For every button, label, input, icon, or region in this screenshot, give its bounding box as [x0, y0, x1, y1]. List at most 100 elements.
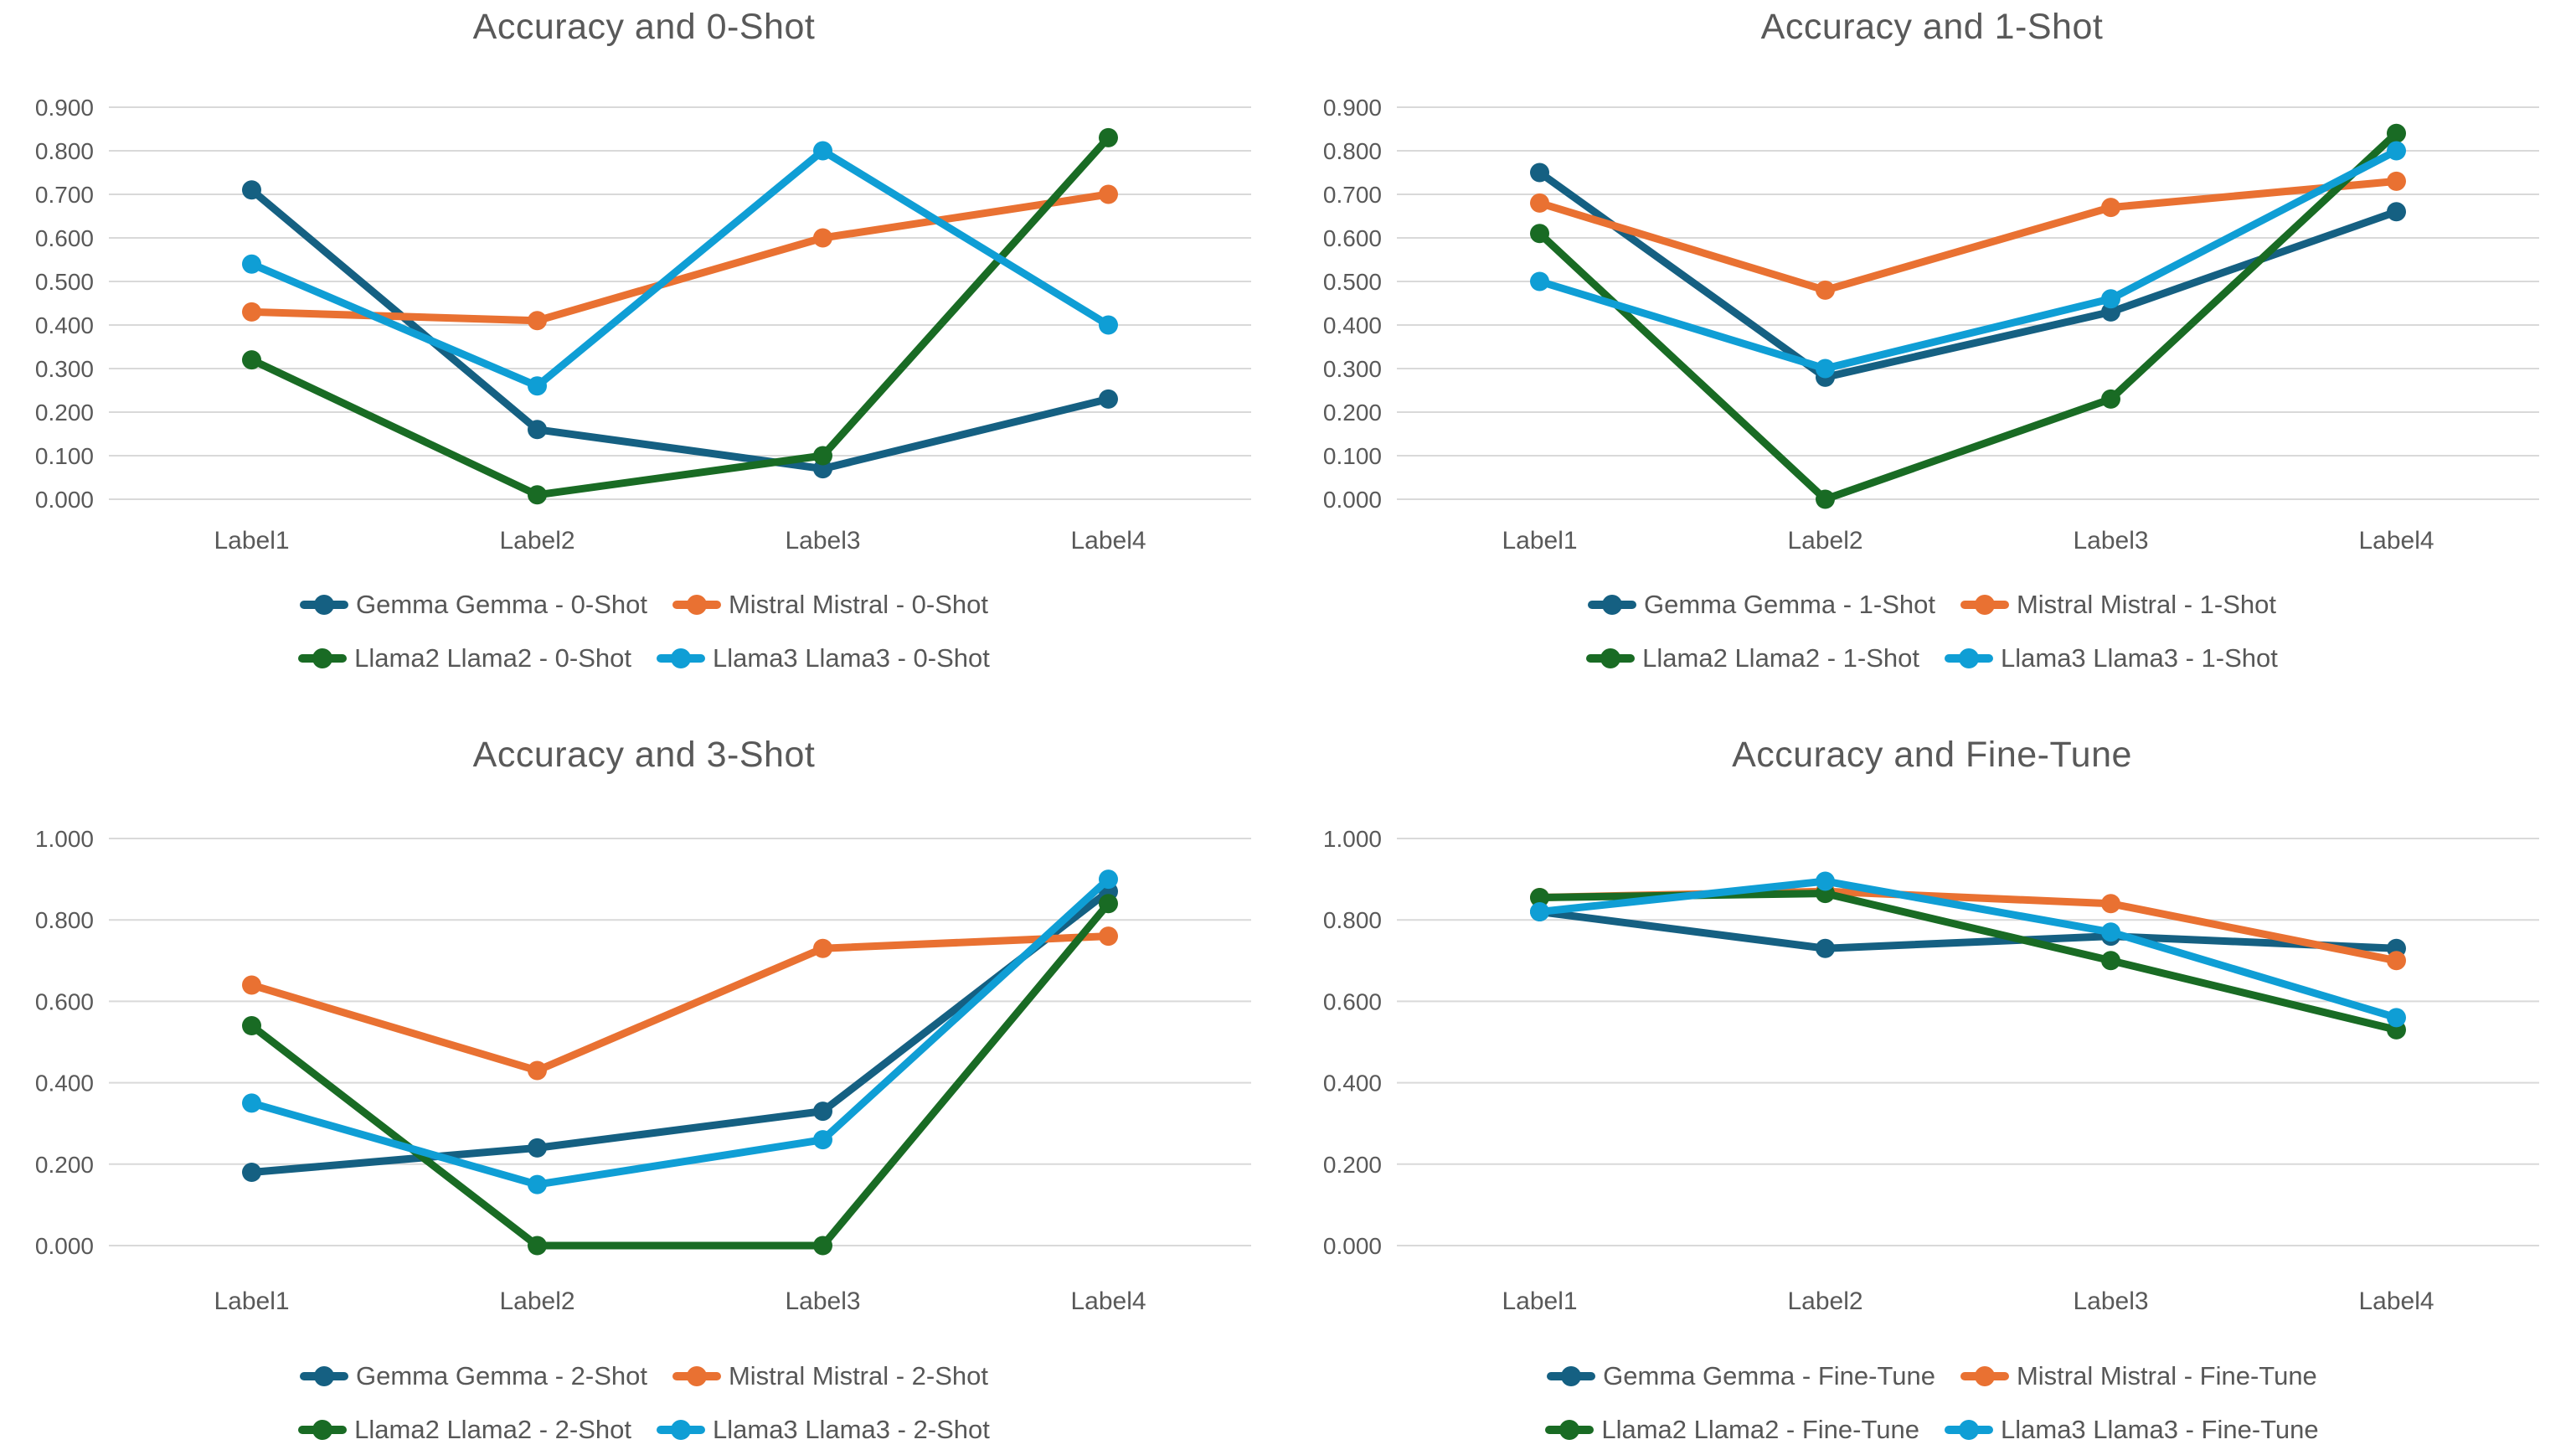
- line-chart-fine-tune: 1.000 0.800 0.600 0.400 0.200 0.000 Label1 Labe…: [1323, 826, 2539, 1315]
- legend-dot-icon: [312, 1420, 333, 1440]
- legend-label: Llama3 Llama3 - Fine-Tune: [2001, 1415, 2319, 1444]
- chart-panel-0-shot: Accuracy and 0-Shot 0.900 0.800 0.700 0.600…: [0, 0, 1288, 728]
- series-line-1: [1536, 907, 2400, 952]
- legend-dot-icon: [313, 595, 334, 615]
- data-point-marker: [1099, 184, 1118, 204]
- data-point-marker: [528, 1174, 547, 1194]
- y-axis-tick-label: 0.200: [1323, 1152, 1382, 1178]
- series-line-2: [248, 190, 1112, 325]
- legend-label: Llama2 Llama2 - 2-Shot: [354, 1415, 631, 1444]
- chart-title-1-shot: Accuracy and 1-Shot: [1760, 7, 2104, 47]
- data-point-marker: [2387, 202, 2406, 222]
- data-point-marker: [1099, 926, 1118, 947]
- legend-label: Mistral Mistral - Fine-Tune: [2016, 1361, 2317, 1391]
- data-point-marker: [1530, 193, 1549, 213]
- legend-line-marker-icon: [1547, 1364, 1596, 1389]
- legend-item: Llama3 Llama3 - 1-Shot: [1945, 643, 2278, 673]
- legend-dot-icon: [686, 1366, 707, 1386]
- x-axis-label: Label1: [214, 527, 289, 555]
- series-line-3: [248, 900, 1112, 1250]
- y-axis-tick-label: 0.200: [35, 400, 94, 426]
- legend-item: Llama2 Llama2 - Fine-Tune: [1545, 1415, 1919, 1445]
- legend-line-marker-icon: [1960, 592, 2009, 617]
- data-point-marker: [528, 311, 547, 331]
- legend-line-marker-icon: [299, 1364, 348, 1389]
- data-point-marker: [528, 1060, 547, 1081]
- legend-label: Llama2 Llama2 - Fine-Tune: [1601, 1415, 1919, 1444]
- y-axis-tick-label: 0.400: [1323, 1071, 1382, 1096]
- legend-item: Mistral Mistral - 0-Shot: [672, 590, 988, 620]
- series-line-1: [1536, 168, 2400, 381]
- data-point-marker: [2387, 141, 2406, 161]
- series-line-4: [248, 875, 1112, 1189]
- legend-dot-icon: [313, 1366, 334, 1386]
- legend-item: Llama3 Llama3 - Fine-Tune: [1945, 1415, 2319, 1445]
- legend-label: Llama3 Llama3 - 1-Shot: [2001, 643, 2278, 673]
- y-axis-tick-label: 1.000: [1323, 826, 1382, 852]
- chart-legend-3-shot: Gemma Gemma - 2-Shot Mistral Mistral - 2-…: [0, 1361, 1288, 1445]
- data-point-marker: [2101, 951, 2120, 971]
- y-axis-tick-label: 0.000: [35, 487, 94, 513]
- data-point-marker: [1816, 938, 1835, 958]
- data-point-marker: [242, 1163, 261, 1183]
- data-point-marker: [2101, 198, 2120, 218]
- line-chart-3-shot: 1.000 0.800 0.600 0.400 0.200 0.000 Label1 Labe…: [35, 826, 1251, 1315]
- y-axis-tick-label: 0.600: [1323, 225, 1382, 251]
- data-point-marker: [242, 1016, 261, 1036]
- y-axis-tick-label: 0.000: [35, 1233, 94, 1259]
- line-chart-0-shot: 0.900 0.800 0.700 0.600 0.500 0.400 0.300 0.200…: [35, 95, 1251, 555]
- legend-row: Llama2 Llama2 - 2-Shot Llama3 Llama3 - 2-…: [298, 1415, 990, 1445]
- y-axis-tick-label: 0.100: [1323, 443, 1382, 469]
- data-point-marker: [813, 1102, 832, 1122]
- legend-dot-icon: [1559, 1420, 1580, 1440]
- data-point-marker: [813, 1130, 832, 1150]
- legend-line-marker-icon: [672, 1364, 721, 1389]
- data-point-marker: [813, 1236, 832, 1256]
- legend-line-marker-icon: [657, 1417, 705, 1442]
- legend-item: Llama2 Llama2 - 0-Shot: [298, 643, 631, 673]
- legend-item: Mistral Mistral - Fine-Tune: [1960, 1361, 2317, 1391]
- y-axis-tick-label: 0.200: [1323, 400, 1382, 426]
- y-axis-tick-label: 0.300: [35, 356, 94, 382]
- legend-line-marker-icon: [657, 646, 705, 671]
- x-axis-label: Label1: [1502, 1287, 1577, 1315]
- data-point-marker: [242, 975, 261, 995]
- y-axis-tick-label: 0.700: [35, 182, 94, 208]
- y-axis-tick-label: 0.400: [35, 312, 94, 338]
- x-axis-label: Label1: [214, 1287, 289, 1315]
- series-line-3: [1536, 129, 2400, 503]
- y-axis-tick-label: 0.400: [1323, 312, 1382, 338]
- x-axis-label: Label2: [499, 1287, 574, 1315]
- legend-line-marker-icon: [1587, 592, 1636, 617]
- y-axis-tick-label: 0.900: [1323, 95, 1382, 121]
- y-axis-tick-label: 0.700: [1323, 182, 1382, 208]
- legend-item: Gemma Gemma - Fine-Tune: [1547, 1361, 1935, 1391]
- y-axis-tick-label: 0.100: [35, 443, 94, 469]
- data-point-marker: [528, 376, 547, 396]
- data-point-marker: [242, 254, 261, 274]
- x-axis-label: Label3: [2073, 1287, 2148, 1315]
- legend-dot-icon: [1959, 648, 1979, 668]
- y-axis-tick-label: 0.400: [35, 1071, 94, 1096]
- chart-title-0-shot: Accuracy and 0-Shot: [472, 7, 816, 47]
- data-point-marker: [528, 1236, 547, 1256]
- data-point-marker: [2387, 171, 2406, 191]
- legend-line-marker-icon: [1945, 1417, 1993, 1442]
- data-point-marker: [813, 446, 832, 466]
- legend-dot-icon: [671, 648, 691, 668]
- data-point-marker: [1816, 359, 1835, 379]
- legend-line-marker-icon: [1586, 646, 1636, 671]
- legend-line-marker-icon: [298, 1417, 348, 1442]
- data-point-marker: [1530, 271, 1549, 292]
- chart-legend-1-shot: Gemma Gemma - 1-Shot Mistral Mistral - 1-…: [1288, 590, 2576, 673]
- series-line-2: [1536, 177, 2400, 294]
- data-point-marker: [1816, 871, 1835, 891]
- chart-legend-0-shot: Gemma Gemma - 0-Shot Mistral Mistral - 0-…: [0, 590, 1288, 673]
- legend-row: Gemma Gemma - 0-Shot Mistral Mistral - 0-…: [299, 590, 988, 620]
- legend-line-marker-icon: [1945, 646, 1993, 671]
- y-axis-tick-label: 0.000: [1323, 1233, 1382, 1259]
- legend-label: Mistral Mistral - 2-Shot: [728, 1361, 989, 1391]
- data-point-marker: [242, 302, 261, 322]
- x-axis-label: Label4: [1070, 1287, 1146, 1315]
